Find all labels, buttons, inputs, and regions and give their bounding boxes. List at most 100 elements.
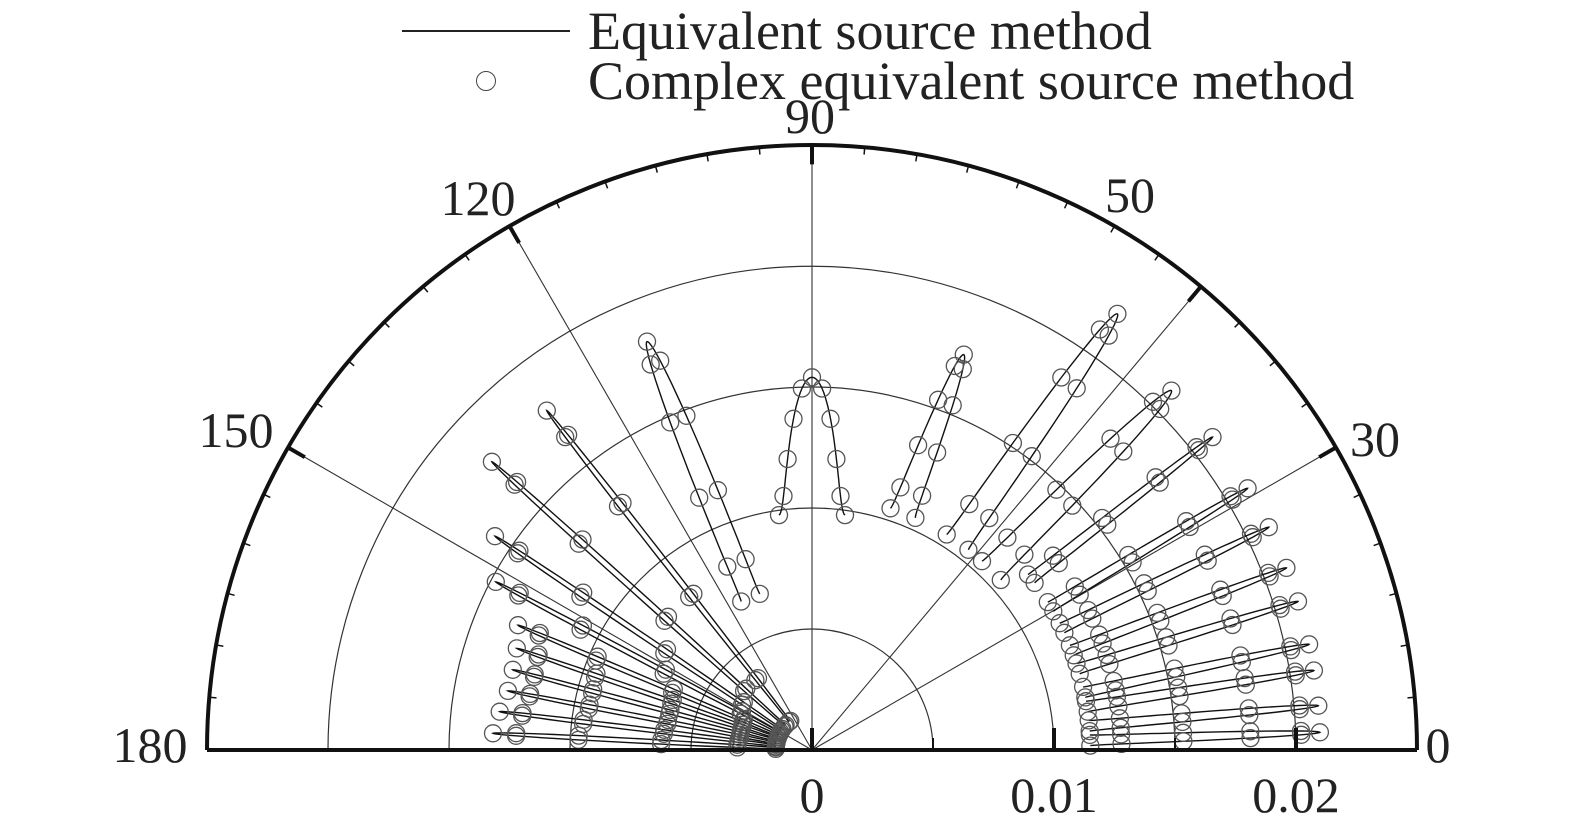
data-point-marker — [953, 359, 972, 379]
arc-minor-tick — [209, 696, 217, 699]
series-line-lobe — [1083, 643, 1311, 699]
legend-item-circles: Complex equivalent source method — [402, 54, 1354, 108]
data-point-marker — [778, 449, 797, 469]
data-point-marker — [1098, 515, 1117, 534]
data-point-marker — [769, 505, 789, 525]
data-point-marker — [980, 508, 999, 528]
data-point-marker — [1081, 736, 1100, 755]
arc-minor-tick — [1269, 360, 1276, 367]
data-point-marker — [1150, 473, 1169, 492]
data-point-marker — [573, 616, 593, 635]
data-point-marker — [998, 528, 1017, 547]
data-point-marker — [513, 706, 532, 725]
data-point-marker — [1240, 705, 1259, 725]
legend-label-esm: Equivalent source method — [588, 1, 1152, 61]
data-point-marker — [1259, 563, 1278, 583]
data-point-marker — [1165, 659, 1184, 678]
series-line-lobe — [1085, 669, 1316, 713]
data-point-marker — [937, 525, 956, 544]
data-point-marker — [1100, 654, 1119, 674]
data-point-marker — [1078, 702, 1097, 721]
data-point-marker — [529, 626, 548, 645]
arc-minor-tick — [1407, 696, 1415, 699]
series-line-lobe — [1089, 730, 1322, 747]
legend-marker-swatch — [402, 71, 570, 91]
arc-minor-tick — [383, 321, 390, 328]
legend-item-line: Equivalent source method — [402, 4, 1152, 58]
data-point-marker — [1080, 721, 1099, 741]
arc-minor-tick — [604, 181, 609, 189]
data-point-marker — [1114, 442, 1133, 461]
data-point-marker — [1104, 671, 1123, 691]
data-point-marker — [573, 530, 592, 549]
data-point-marker — [734, 681, 754, 701]
arc-major-tick — [1318, 445, 1337, 459]
data-point-marker — [537, 401, 556, 420]
grid-spoke — [811, 286, 1202, 751]
polar-frame — [205, 143, 1419, 752]
data-point-marker — [1259, 518, 1278, 537]
polar-grid — [287, 145, 1337, 751]
arc-minor-tick — [216, 644, 224, 647]
series-line-lobe — [505, 690, 777, 745]
series-line-lobe — [493, 580, 781, 735]
data-point-marker — [928, 390, 948, 409]
data-point-marker — [482, 452, 502, 471]
series-line-lobe — [493, 535, 783, 731]
data-point-marker — [1232, 652, 1251, 672]
data-point-marker — [891, 478, 910, 497]
data-point-marker — [835, 505, 855, 525]
data-point-marker — [945, 356, 964, 376]
data-point-marker — [656, 660, 676, 679]
data-point-marker — [1241, 524, 1261, 543]
data-point-marker — [1221, 609, 1240, 628]
arc-minor-tick — [706, 154, 709, 162]
data-point-marker — [1050, 614, 1069, 633]
data-point-marker — [802, 368, 822, 387]
series-line-lobe — [1027, 436, 1214, 584]
theta-tick-label: 50 — [1105, 167, 1155, 223]
r-tick-label: 0 — [800, 767, 825, 823]
data-point-marker — [506, 726, 526, 745]
series-line-lobe — [514, 647, 779, 740]
arc-minor-tick — [263, 493, 271, 499]
data-point-marker — [486, 572, 505, 592]
data-point-marker — [524, 667, 544, 687]
series-line-lobe — [1069, 567, 1288, 656]
data-point-marker — [485, 527, 505, 546]
legend-label-cesm: Complex equivalent source method — [588, 51, 1355, 111]
data-point-marker — [812, 379, 832, 398]
data-point-marker — [655, 611, 674, 630]
data-point-marker — [1047, 480, 1066, 499]
series-line-lobe — [497, 710, 777, 748]
data-point-marker — [821, 409, 840, 428]
arc-minor-tick — [1015, 181, 1020, 189]
data-point-marker — [1170, 686, 1189, 706]
arc-minor-tick — [1301, 402, 1309, 408]
data-point-marker — [1151, 399, 1170, 419]
data-point-marker — [1110, 709, 1130, 728]
data-point-marker — [1239, 699, 1258, 718]
data-point-marker — [1070, 664, 1089, 683]
data-point-marker — [1187, 438, 1206, 457]
series-line-lobe — [491, 732, 776, 750]
data-point-marker — [1288, 592, 1308, 611]
data-point-marker — [827, 449, 846, 469]
arc-major-tick — [1186, 285, 1203, 303]
data-point-marker — [784, 409, 803, 428]
data-point-marker — [569, 726, 588, 745]
data-point-marker — [1022, 447, 1041, 466]
arc-minor-tick — [227, 592, 235, 597]
data-point-marker — [774, 486, 793, 506]
r-tick-label: 0.02 — [1252, 767, 1340, 823]
theta-tick-label: 0 — [1426, 717, 1451, 773]
data-point-marker — [1243, 528, 1262, 547]
data-point-marker — [1111, 725, 1131, 744]
data-point-marker — [960, 494, 979, 514]
data-point-marker — [677, 406, 696, 425]
theta-tick-label: 120 — [441, 170, 516, 226]
data-point-marker — [1173, 712, 1192, 732]
data-point-marker — [1277, 558, 1296, 578]
data-point-marker — [507, 639, 526, 658]
